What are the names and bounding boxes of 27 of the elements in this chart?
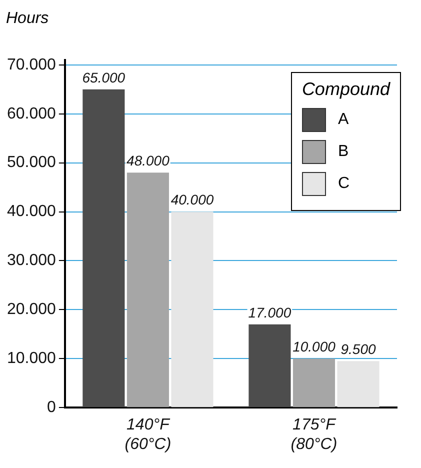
bar bbox=[171, 212, 214, 408]
y-tick-label: 20.000 bbox=[7, 301, 56, 318]
y-tick-label: 10.000 bbox=[7, 350, 56, 368]
y-axis-title: Hours bbox=[6, 10, 49, 28]
bar bbox=[337, 361, 380, 408]
x-tick-label: 175°F (80°C) bbox=[290, 416, 338, 453]
legend-title: Compound bbox=[302, 79, 390, 100]
data-label: 40.000 bbox=[170, 192, 214, 208]
bar bbox=[248, 324, 291, 408]
y-tick-label: 60.000 bbox=[7, 105, 56, 122]
legend-label: B bbox=[338, 143, 349, 161]
bar bbox=[82, 89, 125, 408]
y-tick-label: 0 bbox=[47, 399, 56, 416]
bar bbox=[292, 358, 336, 408]
data-label: 17.000 bbox=[248, 304, 292, 320]
legend-label: C bbox=[338, 175, 350, 193]
bar bbox=[126, 172, 169, 408]
y-tick-label: 40.000 bbox=[7, 203, 56, 220]
legend-label: A bbox=[338, 111, 349, 129]
data-label: 48.000 bbox=[126, 152, 170, 168]
data-label: 65.000 bbox=[82, 69, 126, 86]
y-tick-label: 70.000 bbox=[7, 56, 56, 74]
data-label: 10.000 bbox=[292, 338, 336, 355]
y-tick-label: 30.000 bbox=[7, 252, 56, 270]
data-label: 9.500 bbox=[340, 340, 376, 357]
x-tick-label: 140°F (60°C) bbox=[124, 416, 172, 453]
y-tick-label: 50.000 bbox=[7, 154, 56, 172]
